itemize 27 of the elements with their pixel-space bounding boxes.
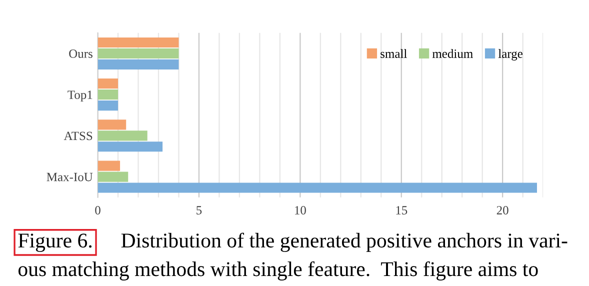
x-tick-label: 0 bbox=[95, 206, 100, 214]
bar bbox=[98, 160, 120, 171]
x-tick-label: 10 bbox=[295, 206, 306, 214]
bar bbox=[98, 142, 163, 152]
text: Distribution of the generated positive anchors in vari- bbox=[121, 232, 568, 252]
bar bbox=[98, 59, 179, 70]
x-tick-label: 5 bbox=[196, 206, 202, 214]
caption: Figure 6. bbox=[18, 234, 92, 252]
bar bbox=[98, 100, 118, 111]
bar bbox=[98, 48, 179, 58]
y-tick-label: ATSS bbox=[64, 132, 92, 140]
legend-label: large bbox=[498, 49, 522, 61]
x-tick-label: 15 bbox=[396, 206, 408, 214]
bar bbox=[98, 182, 537, 193]
bar bbox=[98, 120, 126, 130]
bar bbox=[98, 78, 118, 89]
bar bbox=[98, 172, 128, 182]
bar bbox=[98, 90, 118, 100]
y-tick-label: Max-IoU bbox=[46, 172, 93, 182]
bar bbox=[98, 130, 148, 141]
x-tick-label: 20 bbox=[496, 206, 508, 214]
legend-label: small bbox=[380, 49, 407, 58]
y-tick-label: Ours bbox=[69, 50, 92, 58]
text: ous matching methods with single feature. This figure aims to bbox=[18, 261, 538, 280]
y-tick-label: Top1 bbox=[68, 90, 92, 102]
bar bbox=[98, 37, 179, 48]
legend-label: medium bbox=[432, 49, 473, 58]
